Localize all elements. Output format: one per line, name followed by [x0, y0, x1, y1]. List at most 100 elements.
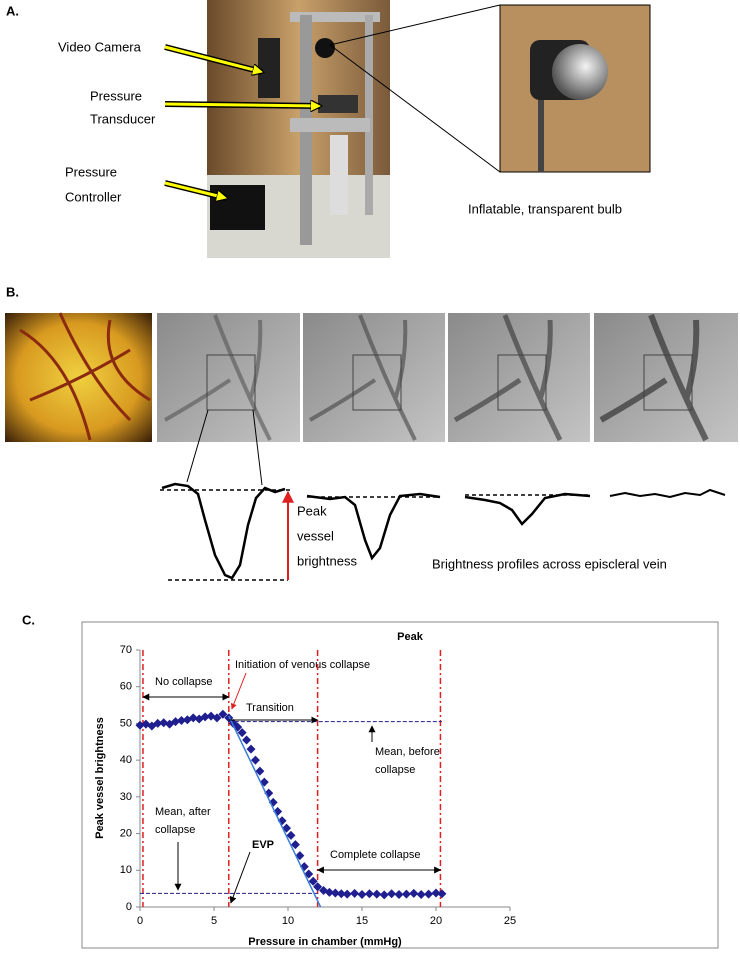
- callout-arrow: [164, 104, 320, 106]
- peak-label: vessel: [297, 528, 334, 543]
- annotation: EVP: [252, 839, 274, 851]
- callout-label: Controller: [65, 189, 122, 204]
- annotation: collapse: [155, 824, 195, 836]
- photo-detail: [365, 15, 373, 215]
- callout-arrow: [164, 181, 226, 198]
- x-axis-label: Pressure in chamber (mmHg): [248, 936, 402, 948]
- data-point: [357, 890, 367, 900]
- zoom-line: [186, 409, 209, 483]
- y-tick-label: 10: [120, 864, 132, 876]
- y-tick-label: 50: [120, 717, 132, 729]
- vessel-frame: [448, 313, 590, 442]
- roi-box: [643, 354, 693, 411]
- fit-line: [228, 715, 322, 908]
- inset-caption: Inflatable, transparent bulb: [468, 201, 622, 216]
- data-point: [200, 712, 210, 722]
- vessel-frame: [157, 313, 300, 442]
- data-point: [437, 889, 447, 899]
- x-tick-label: 0: [137, 915, 143, 927]
- x-tick-label: 20: [430, 915, 442, 927]
- data-point: [372, 889, 382, 899]
- callout-label: Pressure: [90, 88, 142, 103]
- photo-detail: [538, 100, 544, 172]
- data-point: [290, 840, 300, 850]
- data-point: [313, 882, 323, 892]
- data-point: [424, 889, 434, 899]
- peak-label: brightness: [297, 553, 357, 568]
- zoom-line: [329, 44, 501, 173]
- y-tick-label: 20: [120, 827, 132, 839]
- data-point: [188, 713, 198, 723]
- data-point: [342, 889, 352, 899]
- data-point: [218, 709, 228, 719]
- photo-detail: [330, 135, 348, 215]
- data-point: [153, 718, 163, 728]
- x-tick-label: 15: [356, 915, 368, 927]
- data-point: [237, 728, 247, 738]
- data-point: [364, 889, 374, 899]
- data-point: [336, 889, 346, 899]
- annotation: Complete collapse: [330, 849, 421, 861]
- annotation: Mean, before: [375, 746, 440, 758]
- y-tick-label: 0: [126, 901, 132, 913]
- data-point: [394, 890, 404, 900]
- zoom-line: [252, 409, 263, 486]
- data-point: [431, 888, 441, 898]
- vessel-frame: [303, 313, 445, 442]
- data-point: [401, 889, 411, 899]
- data-point: [135, 720, 145, 730]
- annotation-arrow: [229, 851, 251, 904]
- panel-a: A. Video Camera Pressure Transducer Pres…: [6, 0, 651, 258]
- photo-detail: [552, 44, 608, 100]
- data-point: [242, 735, 252, 745]
- roi-box: [497, 354, 547, 411]
- brightness-profile: [609, 488, 726, 499]
- brightness-profile: [464, 492, 591, 526]
- annotation-arrow: [230, 672, 247, 710]
- zoom-line: [329, 4, 501, 46]
- panel-b: B. Peak vessel brightness Brightness pro…: [5, 284, 738, 581]
- data-point: [350, 888, 360, 898]
- photo-detail: [315, 38, 335, 58]
- photo-detail: [258, 38, 280, 98]
- data-point: [379, 890, 389, 900]
- photo-detail: [318, 95, 358, 113]
- profiles-caption: Brightness profiles across episcleral ve…: [432, 556, 667, 571]
- data-point: [286, 830, 296, 840]
- annotation: Mean, after: [155, 806, 211, 818]
- x-tick-label: 10: [282, 915, 294, 927]
- data-point: [176, 715, 186, 725]
- callout-label: Transducer: [90, 111, 156, 126]
- panel-label: A.: [6, 3, 19, 18]
- panel-c: C. Peak Pressure in chamber (mmHg) Peak …: [22, 612, 719, 949]
- annotation: Initiation of venous collapse: [235, 659, 370, 671]
- vessel-frame: [594, 313, 738, 442]
- brightness-profile: [161, 482, 286, 580]
- vessel-frames: [157, 313, 738, 442]
- y-tick-label: 40: [120, 754, 132, 766]
- brightness-profile: [306, 492, 441, 561]
- data-point: [171, 717, 181, 727]
- callout-label: Pressure: [65, 164, 117, 179]
- data-point: [212, 713, 222, 723]
- peak-label: Peak: [297, 503, 327, 518]
- panel-label: C.: [22, 612, 35, 627]
- photo-detail: [290, 12, 380, 22]
- photo-detail: [210, 185, 265, 230]
- data-point: [324, 887, 334, 897]
- y-tick-label: 30: [120, 791, 132, 803]
- annotation: No collapse: [155, 676, 212, 688]
- photo-detail: [19, 312, 151, 441]
- roi-box: [352, 354, 402, 411]
- x-tick-label: 5: [211, 915, 217, 927]
- y-tick-label: 70: [120, 644, 132, 656]
- panel-label: B.: [6, 284, 19, 299]
- data-point: [308, 876, 318, 886]
- roi-box: [206, 354, 256, 411]
- chart-title: Peak: [397, 631, 424, 643]
- data-point: [250, 755, 260, 765]
- data-point: [255, 766, 265, 776]
- annotation: Transition: [246, 702, 294, 714]
